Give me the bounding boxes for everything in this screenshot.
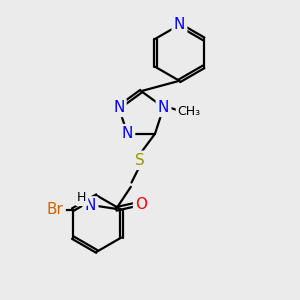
Text: O: O: [135, 197, 147, 212]
Text: Br: Br: [47, 202, 64, 217]
Text: H: H: [77, 191, 86, 204]
Text: CH₃: CH₃: [178, 105, 201, 118]
Text: N: N: [158, 100, 169, 115]
Text: N: N: [113, 100, 124, 115]
Text: N: N: [174, 17, 185, 32]
Text: N: N: [85, 198, 96, 213]
Text: N: N: [122, 126, 133, 141]
Text: S: S: [135, 153, 145, 168]
